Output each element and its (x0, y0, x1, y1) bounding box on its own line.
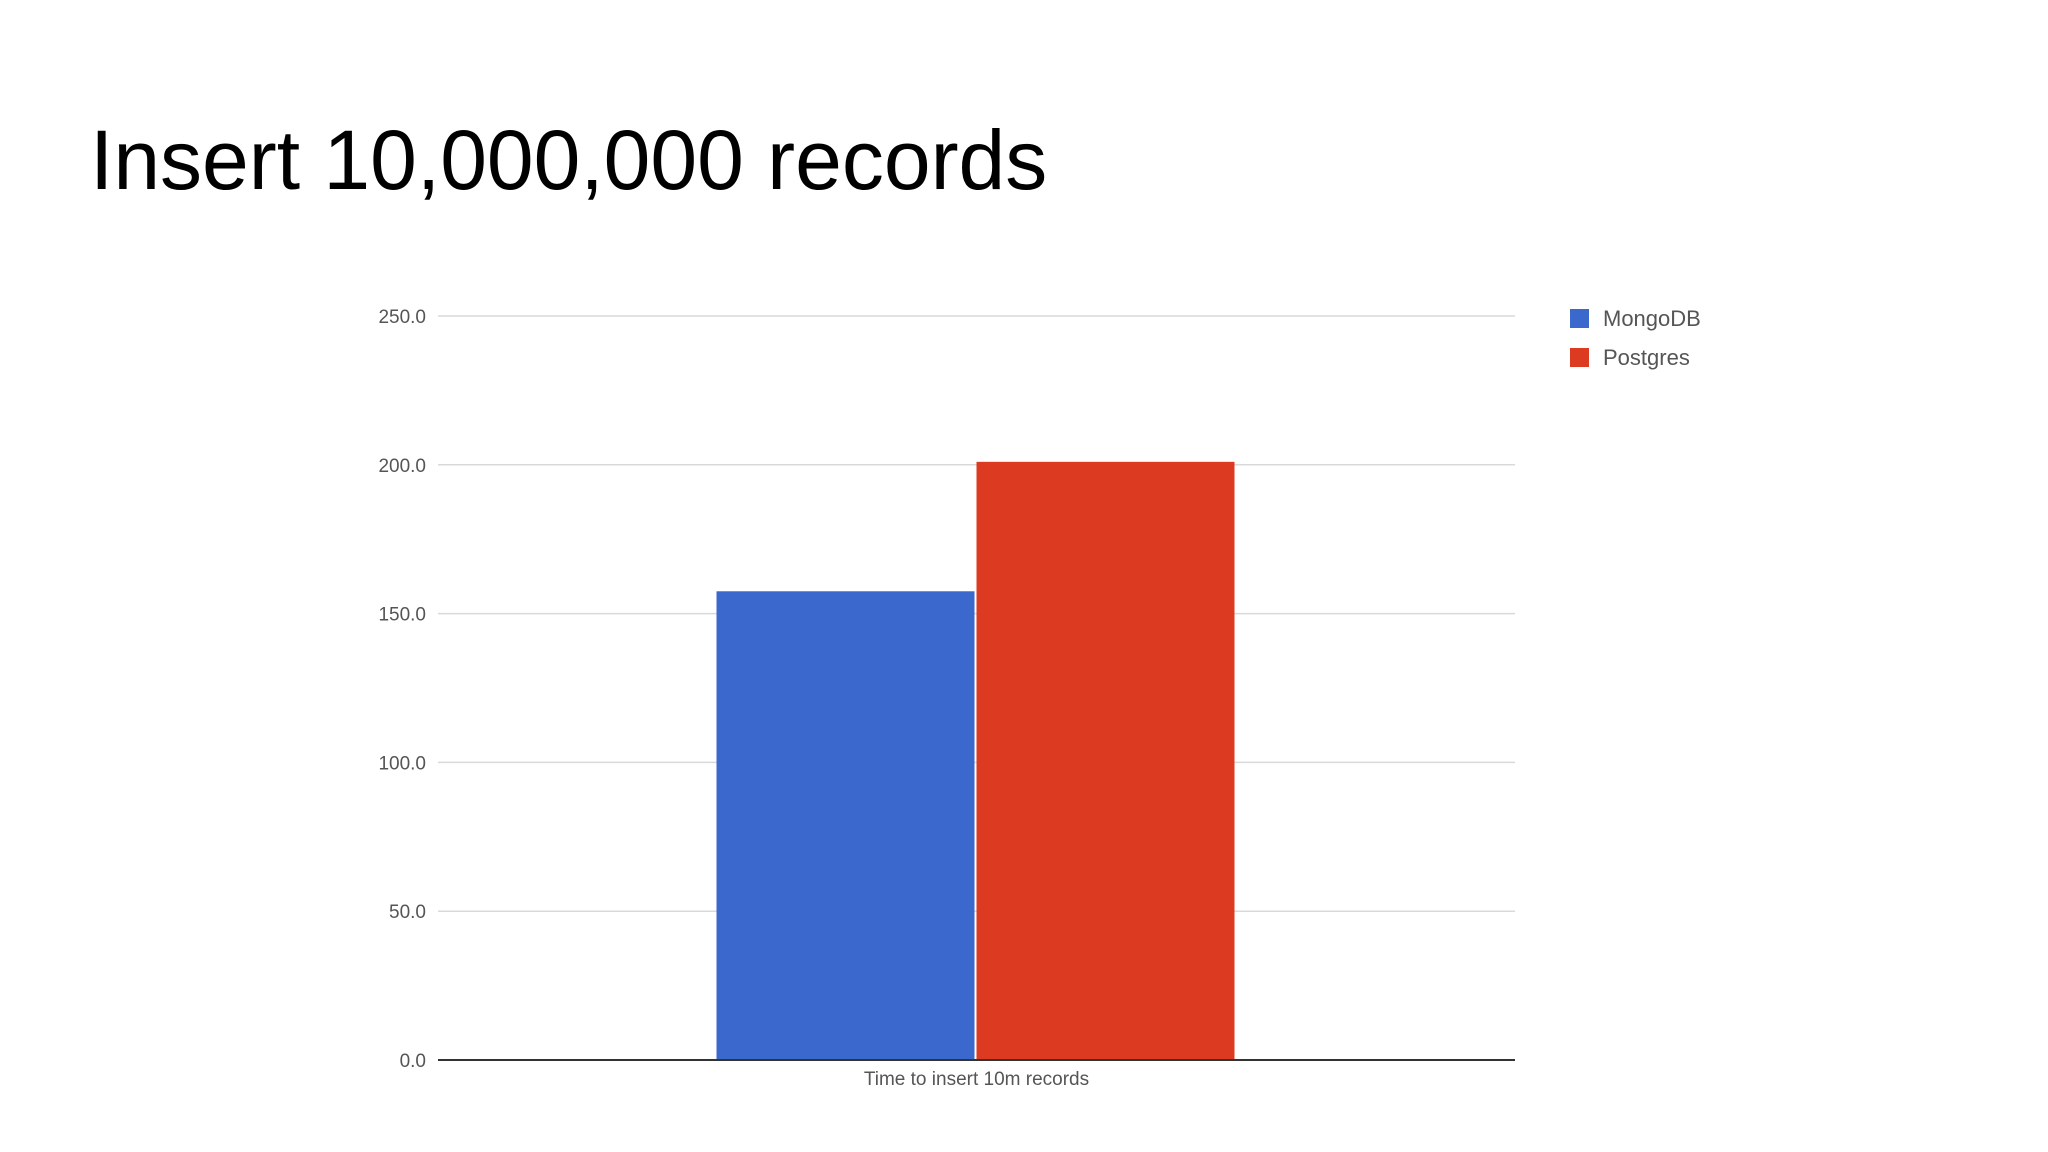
y-axis-tick-labels: 0.0 50.0 100.0 150.0 200.0 250.0 (378, 307, 426, 1072)
y-tick-label: 50.0 (389, 902, 426, 923)
legend: MongoDB Postgres (1570, 306, 1701, 370)
x-category-label: Time to insert 10m records (864, 1069, 1089, 1090)
slide-title: Insert 10,000,000 records (90, 113, 1048, 207)
legend-label-postgres: Postgres (1603, 345, 1690, 370)
bars (716, 461, 1235, 1061)
bar-mongodb (716, 591, 975, 1060)
y-tick-label: 100.0 (378, 753, 426, 774)
y-tick-label: 150.0 (378, 605, 426, 626)
x-axis-category-labels: Time to insert 10m records (864, 1069, 1089, 1090)
legend-swatch-postgres (1570, 348, 1589, 367)
legend-label-mongodb: MongoDB (1603, 306, 1701, 331)
bar-postgres (976, 461, 1235, 1061)
legend-swatch-mongodb (1570, 309, 1589, 328)
y-tick-label: 250.0 (378, 307, 426, 328)
y-tick-label: 0.0 (400, 1051, 426, 1072)
y-tick-label: 200.0 (378, 456, 426, 477)
